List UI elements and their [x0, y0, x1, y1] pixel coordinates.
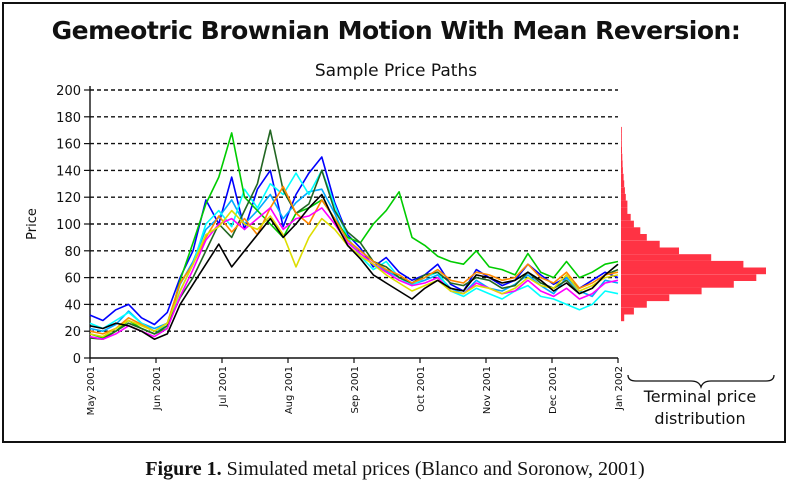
series-line	[89, 185, 619, 335]
y-tick-label: 60	[64, 272, 81, 287]
histogram-bar	[621, 307, 634, 315]
figure-frame: Gemeotric Brownian Motion With Mean Reve…	[2, 2, 786, 443]
x-tick-label: Dec 2001	[548, 366, 559, 414]
y-axis-label: Price	[25, 208, 40, 240]
y-tick-label: 200	[56, 84, 81, 99]
caption-text: Simulated metal prices (Blanco and Soron…	[221, 458, 645, 480]
y-tick-label: 120	[56, 191, 81, 206]
series-line	[89, 207, 619, 341]
y-tick-label: 140	[56, 164, 81, 179]
y-tick-label: 160	[56, 138, 81, 153]
histogram-bar	[621, 140, 622, 147]
histogram-bar	[621, 220, 634, 228]
histogram-bar	[621, 301, 647, 308]
histogram-bar	[621, 126, 622, 134]
histogram-bar	[621, 160, 623, 168]
histogram-bar	[621, 281, 734, 288]
histogram-bar	[621, 234, 647, 241]
histogram-bar	[621, 294, 670, 302]
distribution-label: Terminal price	[643, 387, 757, 406]
histogram-bar	[621, 146, 622, 154]
histogram-bar	[621, 173, 624, 181]
x-tick-label: Sep 2001	[350, 366, 361, 413]
series-line	[89, 209, 619, 338]
x-tick-label: Aug 2001	[284, 366, 295, 414]
x-tick-label: Nov 2001	[482, 366, 493, 414]
distribution-bracket	[627, 374, 775, 390]
histogram-bar	[621, 254, 712, 261]
histogram-bar	[621, 207, 628, 214]
histogram-bar	[621, 213, 631, 221]
figure-caption: Figure 1. Simulated metal prices (Blanco…	[0, 458, 790, 481]
histogram-bar	[621, 260, 744, 268]
histogram-bar	[621, 193, 626, 201]
histogram-bar	[621, 167, 623, 174]
histogram-bar	[621, 240, 660, 248]
histogram-bar	[621, 274, 757, 281]
x-tick-label: Jul 2001	[218, 366, 229, 408]
histogram-bar	[621, 247, 679, 255]
histogram-bar	[621, 314, 625, 322]
x-tick-label: Jun 2001	[152, 366, 163, 411]
histogram-bar	[621, 267, 766, 275]
chart-subtitle: Sample Price Paths	[314, 61, 478, 81]
histogram-bar	[621, 153, 623, 161]
histogram-bar	[621, 133, 622, 141]
histogram-bar	[621, 227, 641, 234]
y-tick-label: 80	[64, 245, 81, 260]
y-tick-label: 40	[64, 298, 81, 313]
y-tick-label: 100	[56, 218, 81, 233]
histogram-bar	[621, 187, 625, 194]
y-tick-label: 180	[56, 111, 81, 126]
series-line	[89, 188, 619, 333]
chart-title: Gemeotric Brownian Motion With Mean Reve…	[51, 16, 741, 45]
x-tick-label: May 2001	[86, 366, 97, 415]
histogram-bar	[621, 180, 625, 188]
histogram-bar	[621, 200, 628, 208]
series-line	[89, 193, 619, 341]
x-tick-label: Oct 2001	[416, 366, 427, 412]
histogram-bar	[621, 287, 702, 295]
x-tick-label: Jan 2002	[614, 366, 625, 411]
distribution-label: distribution	[654, 409, 745, 428]
caption-label: Figure 1.	[145, 458, 222, 480]
y-tick-label: 0	[73, 352, 81, 367]
y-tick-label: 20	[64, 325, 81, 340]
